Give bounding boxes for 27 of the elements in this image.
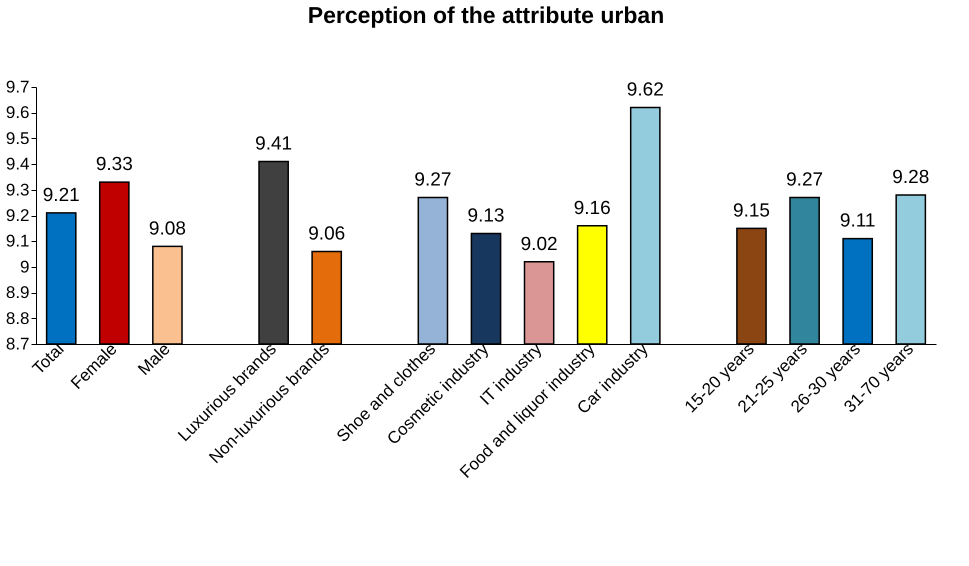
data-label: 9.08: [148, 218, 186, 240]
data-label: 9.41: [255, 134, 292, 155]
data-label: 9.27: [414, 170, 452, 191]
y-tick-label: 9.6: [6, 103, 30, 122]
data-label: 9.28: [892, 166, 930, 188]
data-label: 9.13: [468, 205, 504, 226]
data-label: 9.62: [626, 80, 664, 101]
y-tick-label: 9.2: [6, 206, 30, 225]
data-label: 9.16: [574, 198, 611, 219]
y-tick-label: 9.4: [6, 154, 30, 174]
x-tick-label: Total: [28, 339, 68, 378]
data-label: 9.15: [732, 200, 770, 222]
chart-title: Perception of the attribute urban: [308, 2, 664, 28]
y-tick-label: 8.9: [6, 283, 30, 302]
y-tick-label: 8.8: [6, 308, 30, 328]
y-tick-label: 9: [20, 257, 30, 276]
data-label: 9.27: [786, 170, 824, 191]
data-label: 9.11: [840, 210, 876, 232]
y-tick-label: 9.3: [6, 180, 30, 200]
y-tick-label: 9.5: [6, 128, 30, 148]
data-label: 9.06: [308, 223, 346, 244]
y-tick-label: 9.7: [6, 78, 30, 96]
data-label: 9.33: [96, 154, 133, 176]
data-label: 9.02: [520, 234, 558, 255]
y-tick-label: 8.7: [6, 334, 30, 354]
y-tick-label: 9.1: [6, 232, 30, 251]
data-label: 9.21: [42, 184, 80, 206]
